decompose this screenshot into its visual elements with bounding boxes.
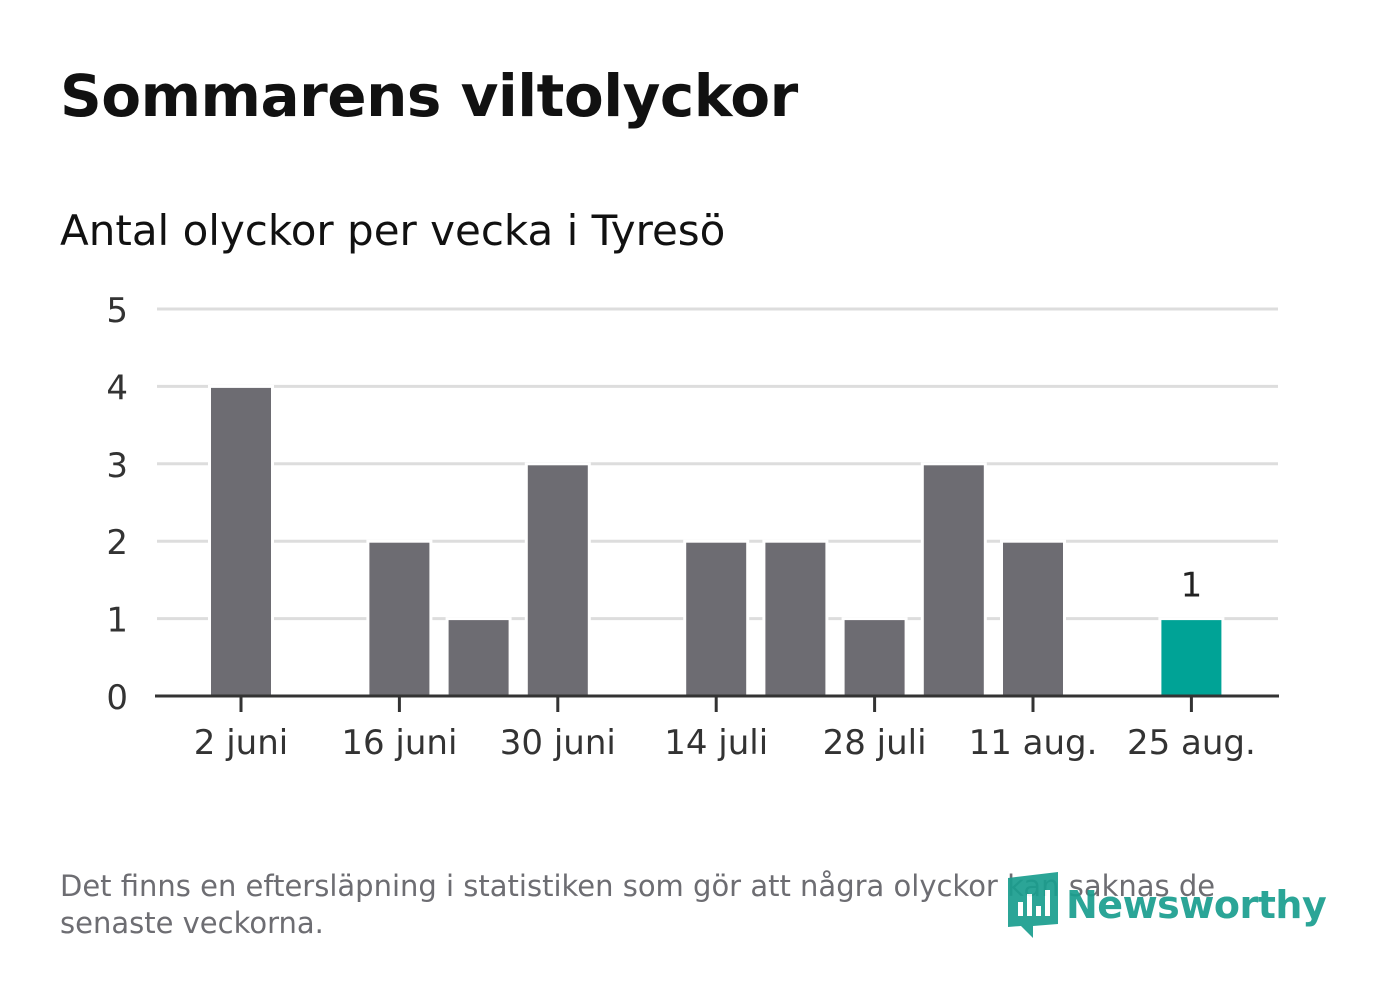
y-tick-label: 1 xyxy=(106,601,128,641)
y-tick-label: 3 xyxy=(106,446,128,486)
y-tick-label: 0 xyxy=(106,678,128,718)
x-tick-label: 16 juni xyxy=(341,723,457,763)
y-tick-label: 4 xyxy=(106,368,128,408)
bar xyxy=(208,384,274,698)
x-tick-label: 14 juli xyxy=(664,723,768,763)
y-tick-label: 2 xyxy=(106,523,128,563)
bar xyxy=(683,539,750,698)
bar xyxy=(920,462,987,698)
bar xyxy=(841,617,908,698)
bar-chart: 0 1 2 3 4 5 1 2 juni 16 juni 30 juni 14 juli 28 jul… xyxy=(106,291,1279,763)
x-tick-label: 11 aug. xyxy=(969,723,1098,763)
chart-title: Sommarens viltolyckor xyxy=(60,62,798,130)
x-tick-label: 28 juli xyxy=(823,723,927,763)
tick-labels: 0 1 2 3 4 5 1 2 juni 16 juni 30 juni 14 juli 28 jul… xyxy=(106,291,1255,763)
bar xyxy=(762,539,829,698)
bar xyxy=(1000,539,1066,698)
newsworthy-logo: Newsworthy xyxy=(1008,872,1327,938)
bar xyxy=(524,462,591,698)
x-tick-label: 30 juni xyxy=(500,723,616,763)
data-label: 1 xyxy=(1181,566,1203,606)
x-tick-label: 25 aug. xyxy=(1127,723,1256,763)
bar xyxy=(366,539,433,698)
newsworthy-logo-text: Newsworthy xyxy=(1066,883,1327,927)
bars xyxy=(208,384,1225,698)
chart-subtitle: Antal olyckor per vecka i Tyresö xyxy=(60,206,726,255)
x-tick-label: 2 juni xyxy=(194,723,288,763)
axes xyxy=(155,694,1279,712)
y-tick-label: 5 xyxy=(106,291,128,331)
bar xyxy=(1158,617,1225,698)
newsworthy-logo-icon xyxy=(1008,872,1058,938)
bar xyxy=(445,617,512,698)
